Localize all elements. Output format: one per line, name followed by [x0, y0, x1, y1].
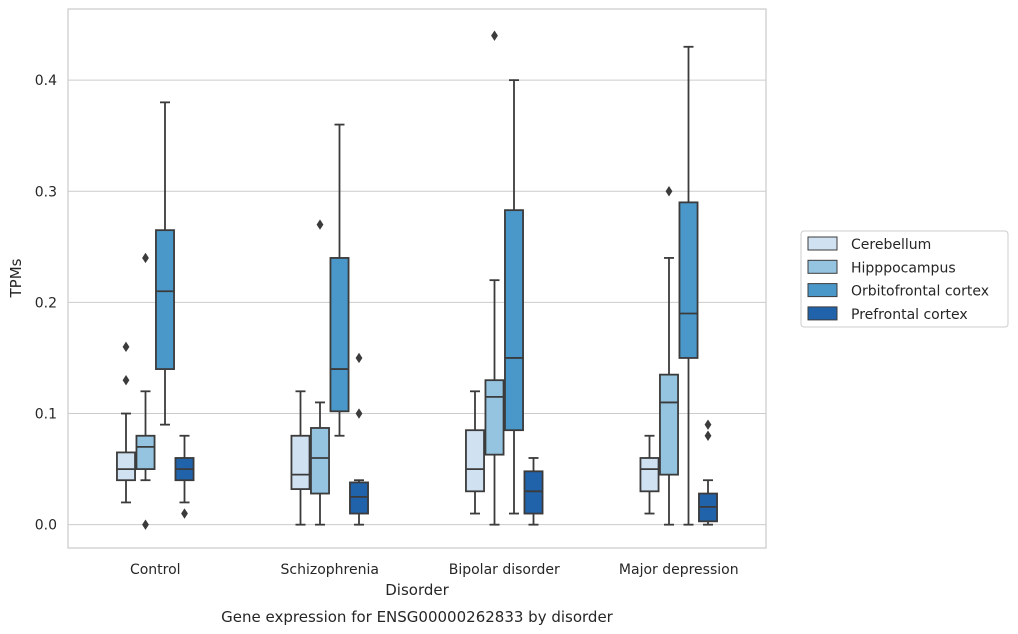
legend-entry: Prefrontal cortex — [851, 307, 968, 323]
y-tick-label: 0.1 — [35, 407, 57, 423]
box — [155, 229, 175, 370]
box — [465, 429, 485, 493]
outlier-point — [142, 519, 149, 530]
box — [135, 434, 156, 470]
outlier-point — [122, 374, 130, 386]
gridlines — [68, 79, 766, 526]
outlier-point — [355, 408, 363, 419]
y-tick-label: 0.4 — [35, 73, 57, 89]
box — [290, 434, 311, 490]
box-group — [678, 45, 699, 526]
box — [116, 451, 136, 482]
legend-entry: Orbitofrontal cortex — [851, 284, 989, 300]
box — [504, 209, 524, 432]
box — [523, 470, 544, 515]
box — [659, 373, 679, 476]
legend: Cerebellum Hipppocampus Orbitofrontal cort… — [800, 230, 1009, 328]
box — [678, 201, 699, 359]
box-group — [523, 457, 544, 526]
x-tick-label: Control — [130, 562, 181, 578]
box-group — [155, 101, 175, 426]
box-group — [290, 390, 311, 526]
outlier-point — [316, 219, 324, 230]
y-axis-label: TPMs — [7, 258, 25, 298]
y-tick-label: 0.0 — [35, 518, 57, 534]
legend-swatch — [807, 306, 838, 321]
legend-swatch — [807, 236, 838, 251]
outlier-point — [355, 352, 363, 364]
y-tick-label: 0.3 — [35, 184, 57, 200]
legend-entry: Hipppocampus — [851, 260, 956, 276]
box — [484, 379, 505, 456]
box-group — [659, 186, 679, 526]
box-group — [116, 341, 136, 504]
box — [349, 481, 369, 515]
outlier-point — [181, 508, 188, 519]
legend-frame — [800, 230, 1009, 328]
outlier-point — [142, 252, 149, 264]
x-tick-label: Schizophrenia — [281, 562, 379, 578]
box-group — [329, 123, 350, 437]
box-group — [135, 252, 156, 530]
legend-swatch — [807, 259, 838, 274]
box-group — [465, 390, 485, 515]
box-group — [639, 434, 660, 515]
y-axis-ticks: 0.0 0.1 0.2 0.3 0.4 — [35, 73, 57, 534]
outlier-point — [122, 341, 130, 353]
x-tick-label: Major depression — [619, 562, 739, 578]
plot-frame — [67, 8, 767, 549]
box-group — [504, 79, 524, 515]
box — [329, 257, 350, 413]
box-group — [698, 419, 718, 526]
box-group — [174, 434, 195, 519]
outlier-point — [665, 186, 673, 197]
outlier-point — [704, 430, 712, 441]
box — [310, 427, 330, 495]
legend-entry: Cerebellum — [851, 237, 931, 253]
x-axis-label: Disorder — [385, 581, 449, 599]
y-tick-label: 0.2 — [35, 295, 57, 311]
legend-swatch — [807, 283, 838, 298]
outlier-point — [491, 30, 498, 41]
box-group — [349, 352, 369, 526]
x-tick-label: Bipolar disorder — [449, 562, 560, 578]
chart-caption: Gene expression for ENSG00000262833 by d… — [221, 608, 614, 626]
box-plot-area — [116, 30, 718, 530]
box-group — [310, 219, 330, 526]
box-group — [484, 30, 505, 526]
outlier-point — [704, 419, 712, 430]
x-axis-ticks: Control Schizophrenia Bipolar disorder Majo… — [130, 562, 739, 578]
box — [639, 457, 660, 493]
